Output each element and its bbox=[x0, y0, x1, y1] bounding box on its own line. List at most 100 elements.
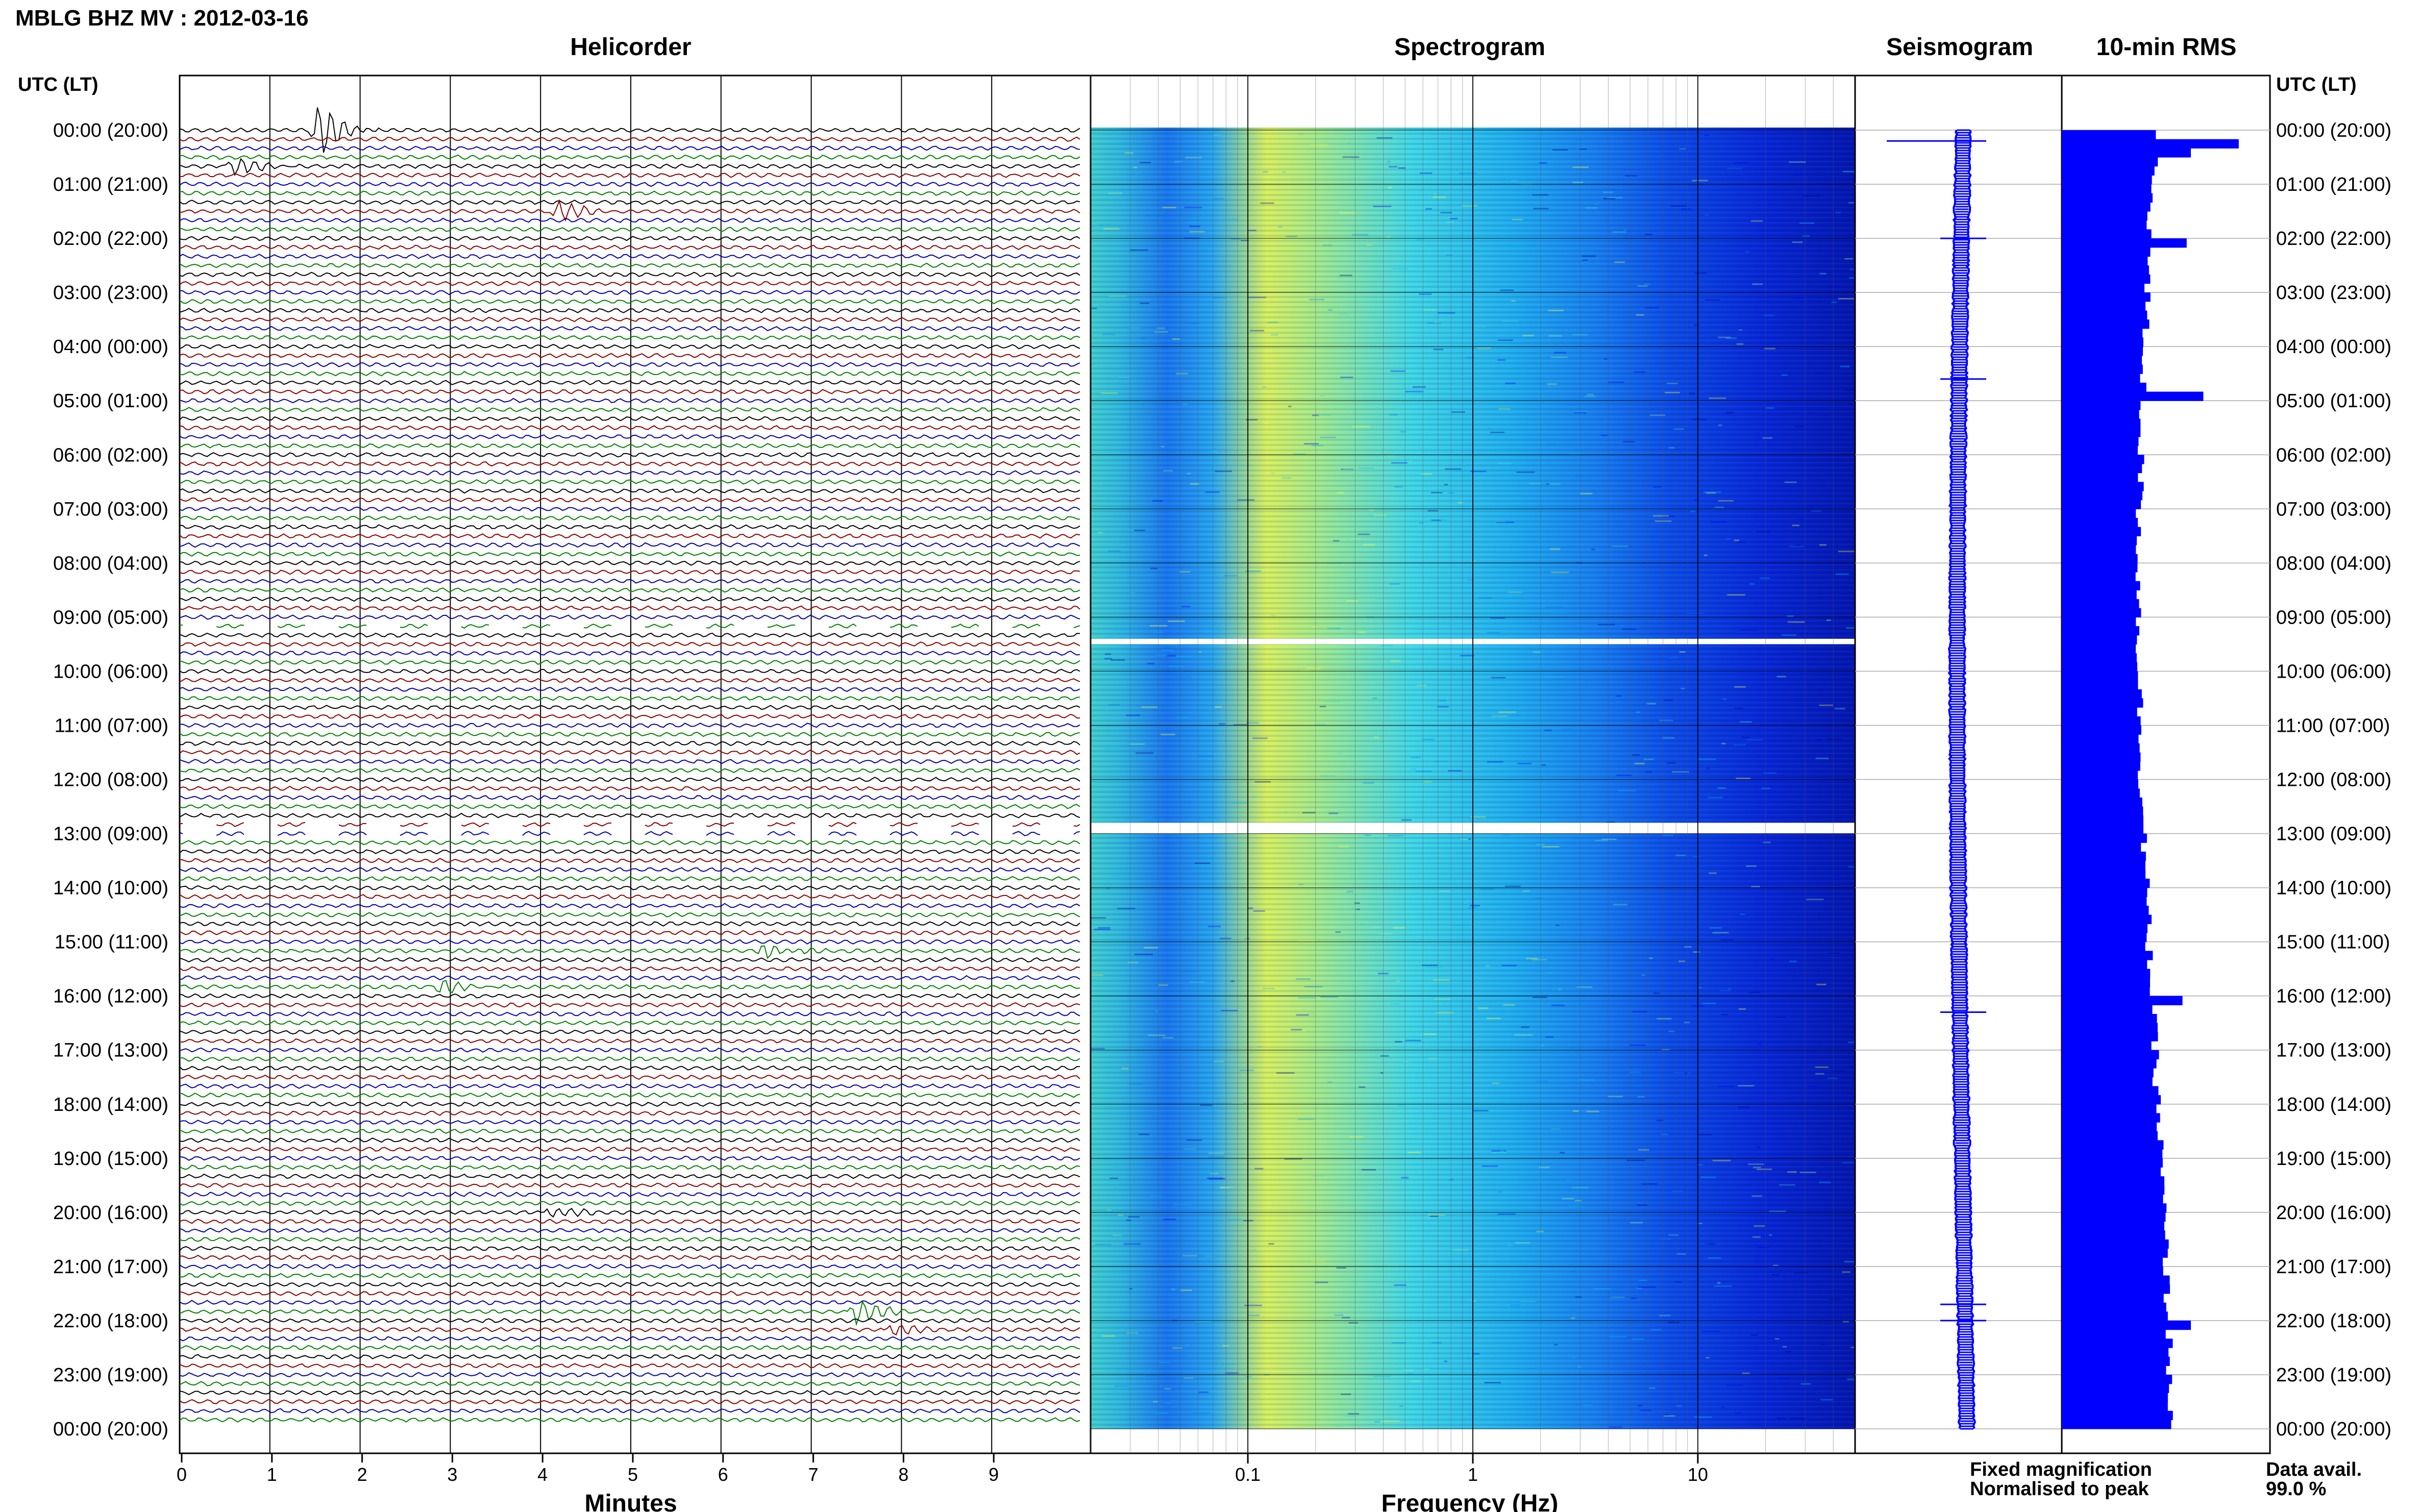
rms-bar bbox=[2062, 969, 2151, 978]
rms-bar bbox=[2062, 355, 2142, 365]
rms-bar bbox=[2062, 283, 2144, 293]
helicorder-trace-row bbox=[179, 551, 1080, 557]
rms-bar bbox=[2062, 1257, 2163, 1267]
helicorder-trace-row bbox=[179, 199, 1080, 222]
rms-bar bbox=[2062, 229, 2152, 239]
helicorder-trace-row bbox=[179, 488, 1080, 494]
left-time-label: 08:00 (04:00) bbox=[53, 553, 168, 574]
helicorder-trace-row bbox=[179, 1092, 1080, 1098]
left-time-label: 03:00 (23:00) bbox=[53, 282, 168, 304]
panel-title-helicorder: Helicorder bbox=[570, 34, 691, 61]
rms-bar bbox=[2062, 887, 2148, 897]
left-time-label: 00:00 (20:00) bbox=[53, 1419, 168, 1440]
rms-bar bbox=[2062, 599, 2139, 609]
helicorder-trace-row bbox=[179, 921, 1080, 927]
rms-bar bbox=[2062, 1393, 2168, 1402]
helicorder-trace-row bbox=[179, 795, 1080, 801]
rms-bar bbox=[2062, 175, 2152, 185]
rms-bar bbox=[2062, 806, 2143, 816]
helicorder-trace-row bbox=[179, 158, 1080, 177]
left-time-label: 15:00 (11:00) bbox=[55, 932, 168, 953]
seismogram-trace bbox=[1887, 129, 1986, 1430]
left-time-label: 09:00 (05:00) bbox=[53, 607, 168, 628]
helicorder-trace-row bbox=[179, 370, 1080, 377]
rms-bar bbox=[2062, 870, 2145, 879]
left-time-label: 12:00 (08:00) bbox=[53, 770, 168, 791]
rms-bar bbox=[2062, 1420, 2171, 1429]
rms-bar bbox=[2062, 130, 2156, 140]
helicorder-x-tick-label: 1 bbox=[267, 1464, 277, 1485]
left-time-label: 11:00 (07:00) bbox=[55, 715, 168, 736]
spectrogram-x-tick-label: 0.1 bbox=[1235, 1464, 1261, 1485]
seismogram-frame bbox=[1854, 75, 2063, 1454]
rms-bar bbox=[2062, 1140, 2164, 1150]
rms-bar bbox=[2062, 509, 2136, 518]
helicorder-trace-row bbox=[179, 542, 1080, 548]
helicorder-trace-row bbox=[179, 1372, 1080, 1378]
helicorder-trace-row bbox=[179, 172, 1080, 178]
helicorder-trace-row bbox=[179, 641, 1080, 647]
helicorder-trace-row bbox=[179, 461, 1080, 467]
spectrogram-panel: 0.1 1 10 Frequency (Hz) bbox=[1090, 75, 1866, 1512]
spectrogram-gridlines bbox=[1090, 76, 1856, 1453]
helicorder-trace-row bbox=[179, 1281, 1080, 1287]
rms-bar bbox=[2062, 905, 2149, 915]
helicorder-panel: 0 1 2 3 4 5 6 7 8 9 Minutes bbox=[177, 75, 1092, 1512]
helicorder-trace-row bbox=[179, 533, 1080, 539]
rms-bar bbox=[2062, 1203, 2167, 1213]
rms-bar bbox=[2062, 1293, 2164, 1303]
helicorder-trace-row bbox=[179, 1291, 1080, 1297]
left-time-labels: 00:00 (20:00) 01:00 (21:00) 02:00 (22:00) 0… bbox=[53, 120, 168, 1440]
rms-bar bbox=[2062, 752, 2141, 762]
right-time-label: 14:00 (10:00) bbox=[2276, 878, 2391, 899]
rms-bar bbox=[2062, 346, 2143, 356]
legend-fixed-magnification: Fixed magnification bbox=[1970, 1459, 2152, 1480]
rms-bar bbox=[2062, 1086, 2159, 1096]
rms-bar bbox=[2062, 924, 2148, 933]
helicorder-trace-row bbox=[179, 1325, 1080, 1335]
rms-bar bbox=[2062, 897, 2147, 906]
spectrogram-x-ticks: 0.1 1 10 bbox=[1235, 1453, 1708, 1485]
rms-bar bbox=[2062, 779, 2138, 789]
helicorder-trace-row bbox=[179, 1155, 1080, 1161]
rms-bar bbox=[2062, 978, 2150, 987]
rms-bar bbox=[2062, 202, 2151, 212]
rms-bar bbox=[2062, 1005, 2153, 1014]
rms-bar bbox=[2062, 698, 2143, 708]
helicorder-trace-row bbox=[179, 1192, 1080, 1197]
rms-bar bbox=[2062, 1059, 2157, 1069]
left-time-label: 16:00 (12:00) bbox=[53, 986, 168, 1007]
left-time-label: 10:00 (06:00) bbox=[53, 661, 168, 682]
helicorder-traces bbox=[179, 107, 1080, 1423]
helicorder-trace-row bbox=[179, 704, 1080, 710]
helicorder-trace-row bbox=[179, 145, 1080, 151]
helicorder-trace-row bbox=[179, 1164, 1080, 1170]
left-time-label: 18:00 (14:00) bbox=[53, 1094, 168, 1116]
helicorder-trace-row bbox=[179, 1408, 1080, 1414]
rms-bar bbox=[2062, 581, 2140, 590]
helicorder-trace-row bbox=[179, 758, 1080, 764]
helicorder-trace-row bbox=[179, 262, 1080, 268]
rms-bar bbox=[2062, 455, 2144, 464]
rms-bar bbox=[2062, 1402, 2168, 1411]
rms-bar bbox=[2062, 743, 2140, 753]
helicorder-trace-row bbox=[179, 425, 1080, 431]
helicorder-trace-row bbox=[179, 1002, 1080, 1008]
helicorder-trace-row bbox=[179, 1119, 1080, 1125]
helicorder-trace-row bbox=[179, 894, 1080, 900]
spectrogram-x-tick-label: 1 bbox=[1468, 1464, 1478, 1485]
rms-bar bbox=[2062, 770, 2138, 780]
helicorder-trace-row bbox=[179, 659, 1080, 665]
rms-bar bbox=[2062, 761, 2140, 771]
rms-bar bbox=[2062, 1104, 2157, 1114]
rms-bar bbox=[2062, 1366, 2166, 1375]
panel-title-spectrogram: Spectrogram bbox=[1394, 34, 1545, 61]
right-time-label: 15:00 (11:00) bbox=[2276, 932, 2390, 953]
helicorder-trace-row bbox=[179, 1047, 1080, 1053]
helicorder-trace-row bbox=[179, 434, 1080, 440]
helicorder-trace-row bbox=[179, 722, 1080, 728]
right-time-label: 12:00 (08:00) bbox=[2276, 770, 2391, 791]
right-time-label: 07:00 (03:00) bbox=[2276, 499, 2391, 520]
helicorder-trace-row bbox=[179, 560, 1080, 566]
